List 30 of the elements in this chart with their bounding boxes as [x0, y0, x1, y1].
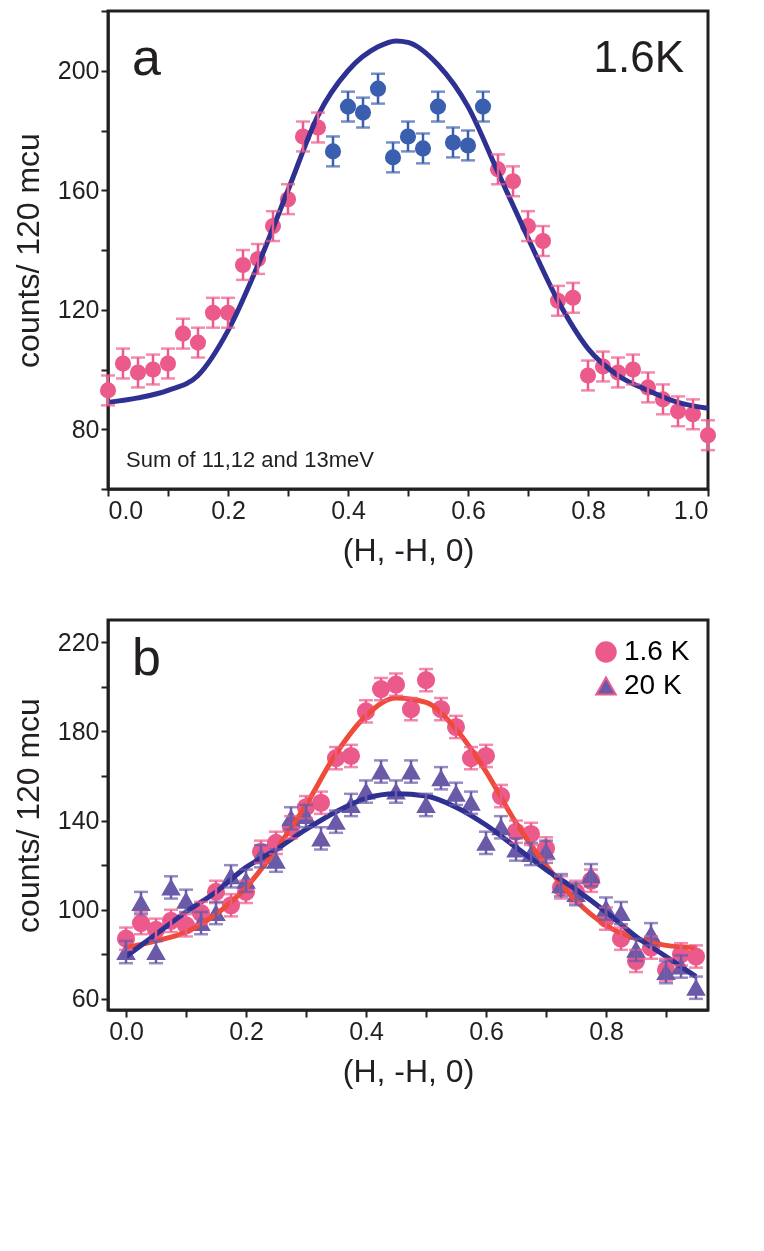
x-tick-label: 0.0: [108, 495, 144, 524]
x-tick-label: 0.4: [349, 1016, 384, 1045]
y-tick-label: 160: [57, 175, 100, 204]
x-tick-label: 0.0: [109, 1016, 144, 1045]
y-tick-label: 180: [57, 716, 100, 745]
y-tick-label: 140: [57, 806, 100, 835]
x-tick-label: 0.2: [229, 1016, 264, 1045]
y-tick-label: 220: [57, 627, 100, 656]
legend-label: 20 K: [624, 669, 682, 700]
y-tick-label: 120: [57, 295, 100, 324]
x-tick-label: 1.0: [673, 495, 709, 524]
y-tick-label: 200: [57, 56, 100, 85]
annotation: a: [132, 27, 161, 86]
y-axis-title: counts/ 120 mcu: [9, 133, 46, 368]
y-tick-label: 100: [57, 895, 100, 924]
annotation: b: [132, 628, 161, 686]
x-tick-label: 0.6: [469, 1016, 504, 1045]
x-axis-title: (H, -H, 0): [342, 1052, 475, 1089]
annotation: 1.6K: [593, 31, 684, 81]
y-axis-title: counts/ 120 mcu: [9, 698, 46, 933]
y-tick-label: 80: [71, 414, 100, 443]
legend-label: 1.6 K: [624, 635, 690, 666]
x-tick-label: 0.8: [571, 495, 606, 524]
x-tick-label: 0.4: [331, 495, 366, 524]
x-tick-label: 0.6: [451, 495, 486, 524]
x-axis-title: (H, -H, 0): [342, 531, 475, 568]
annotation: Sum of 11,12 and 13meV: [126, 447, 375, 473]
y-tick-label: 60: [71, 984, 100, 1013]
x-tick-label: 0.8: [589, 1016, 624, 1045]
x-tick-label: 0.2: [211, 495, 246, 524]
